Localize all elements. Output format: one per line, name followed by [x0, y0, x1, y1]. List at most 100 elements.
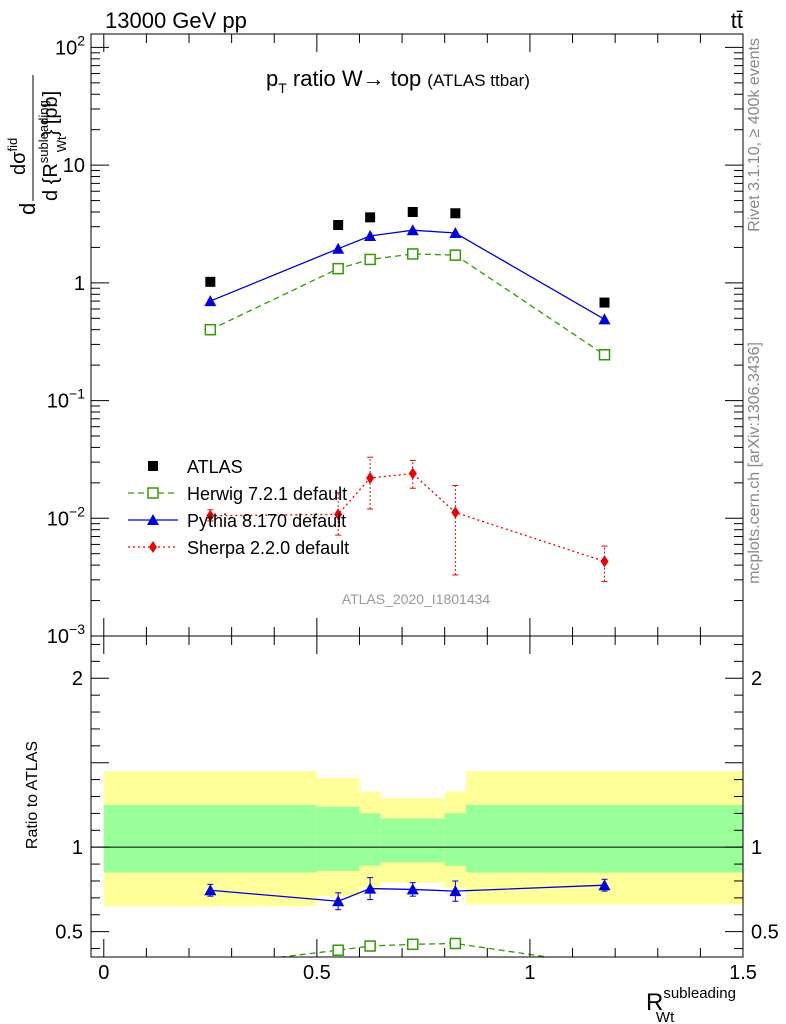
main-y-tick-label: 10 [63, 155, 85, 177]
tick-base: 10 [47, 508, 69, 530]
main-y-tick-label: 10−2 [47, 503, 85, 530]
herwig-point [332, 262, 344, 275]
herwig-point [449, 249, 462, 261]
x-tick-label: 1.5 [729, 962, 757, 984]
ratio-pythia-point [406, 883, 419, 895]
ylabel-unit: } [pb] [40, 91, 62, 137]
ylabel-dR: d {R [40, 163, 62, 201]
legend-pythia-marker [147, 514, 159, 525]
sherpa-point [408, 467, 417, 480]
analysis-watermark: ATLAS_2020_I1801434 [342, 591, 491, 607]
ratio-band-inner [444, 813, 467, 866]
chart-title: pT ratio W→ top (ATLAS ttbar) [266, 66, 530, 96]
ratio-herwig-point [205, 960, 215, 970]
ratio-series [204, 877, 611, 970]
tick-exponent: 2 [77, 32, 85, 48]
xlabel-R: R [646, 989, 663, 1016]
x-axis-label: Rsubleading Wt [646, 985, 736, 1024]
ratio-band-inner [316, 806, 360, 871]
atlas-point [407, 206, 418, 217]
main-y-tick-label: 10−3 [47, 621, 85, 648]
rivet-version-label: Rivet 3.1.10, ≥ 400k events [746, 38, 763, 232]
title-small: (ATLAS ttbar) [427, 71, 530, 90]
main-x-ticks [103, 34, 744, 636]
legend-sherpa-marker [149, 541, 157, 553]
tick-base: 10 [47, 626, 69, 648]
pythia-point [406, 224, 419, 236]
x-tick-label: 0 [98, 962, 109, 984]
pythia-point [204, 295, 217, 307]
legend-pythia-label: Pythia 8.170 default [187, 511, 346, 531]
svg-text:dσfid: dσfid [5, 138, 30, 175]
ratio-herwig-point [406, 938, 419, 951]
ratio-y-tick-label: 0.5 [55, 922, 83, 944]
atlas-point [599, 297, 610, 308]
x-tick-label: 1 [524, 962, 535, 984]
main-y-tick-label: 10−1 [47, 386, 85, 413]
sherpa-point [600, 555, 609, 568]
atlas-point [365, 212, 376, 223]
ratio-pythia-line [210, 884, 605, 902]
ratio-pythia-point [364, 882, 377, 894]
legend-herwig-marker [147, 487, 159, 499]
ylabel-subleading: subleading [36, 100, 51, 163]
main-series [204, 206, 611, 583]
ratio-y-tick-label: 2 [72, 668, 83, 690]
ratio-herwig-point [449, 937, 462, 950]
pythia-point [332, 242, 345, 254]
process-label: 13000 GeV pp [105, 8, 247, 33]
ylabel-Wt: Wt [54, 136, 69, 152]
main-y-tick-label: 102 [55, 32, 85, 59]
ratio-herwig-line [275, 942, 552, 957]
mcplots-label: mcplots.cern.ch [arXiv:1306.3436] [746, 342, 763, 584]
ratio-y-axis-label: Ratio to ATLAS [24, 741, 41, 849]
sherpa-point [334, 508, 343, 521]
herwig-line [210, 253, 605, 356]
tick-base: 10 [55, 37, 77, 59]
tick-exponent: −3 [69, 621, 85, 637]
herwig-point [204, 323, 217, 336]
main-y-axis-label: d dσfid d {Rsubleading Wt} [pb] [5, 75, 69, 215]
sherpa-point [366, 471, 375, 484]
ratio-y-tick-label-right: 1 [751, 837, 762, 859]
sherpa-point [451, 506, 460, 519]
sherpa-line [210, 472, 605, 563]
ylabel-fid: fid [5, 138, 20, 152]
sherpa-point [206, 509, 215, 522]
ratio-band-inner [359, 813, 381, 866]
ratio-y-ticks: 0.5 1 2 0.5 1 2 [55, 643, 779, 950]
herwig-point [406, 248, 419, 260]
xlabel-subleading: subleading [663, 985, 736, 1002]
pythia-line [210, 229, 605, 320]
ratio-band-inner [466, 804, 743, 873]
ratio-band-inner [380, 818, 445, 863]
title-main: p [266, 66, 278, 91]
legend-sherpa-label: Sherpa 2.2.0 default [187, 538, 349, 558]
ylabel-d: d [15, 203, 40, 215]
atlas-point [450, 208, 461, 219]
ratio-y-tick-label-right: 2 [751, 668, 762, 690]
ratio-pythia-point [598, 879, 611, 891]
herwig-point [364, 253, 376, 266]
ylabel-dsigma: dσ [8, 151, 30, 175]
ratio-band-inner [103, 804, 317, 873]
ratio-pythia-point [204, 884, 217, 896]
pythia-point [598, 313, 611, 325]
ratio-herwig-point [364, 940, 376, 952]
tick-base: 10 [63, 155, 85, 177]
ratio-herwig-point [600, 960, 610, 970]
svg-text:d: d [15, 203, 40, 215]
x-tick-label: 0.5 [303, 962, 331, 984]
ratio-herwig-point [332, 944, 344, 956]
legend-atlas-label: ATLAS [187, 457, 243, 477]
herwig-point [598, 349, 611, 361]
ratio-panel: 0.5 1 2 0.5 1 2 0 0.5 1 1.5 Ratio to ATLAS Rsubl… [24, 635, 779, 1024]
ratio-uncertainty-bands [103, 771, 743, 907]
ratio-y-tick-label: 1 [72, 837, 83, 859]
pythia-point [449, 227, 462, 239]
title-sub: T [278, 80, 287, 96]
channel-label: tt̄ [731, 8, 743, 33]
